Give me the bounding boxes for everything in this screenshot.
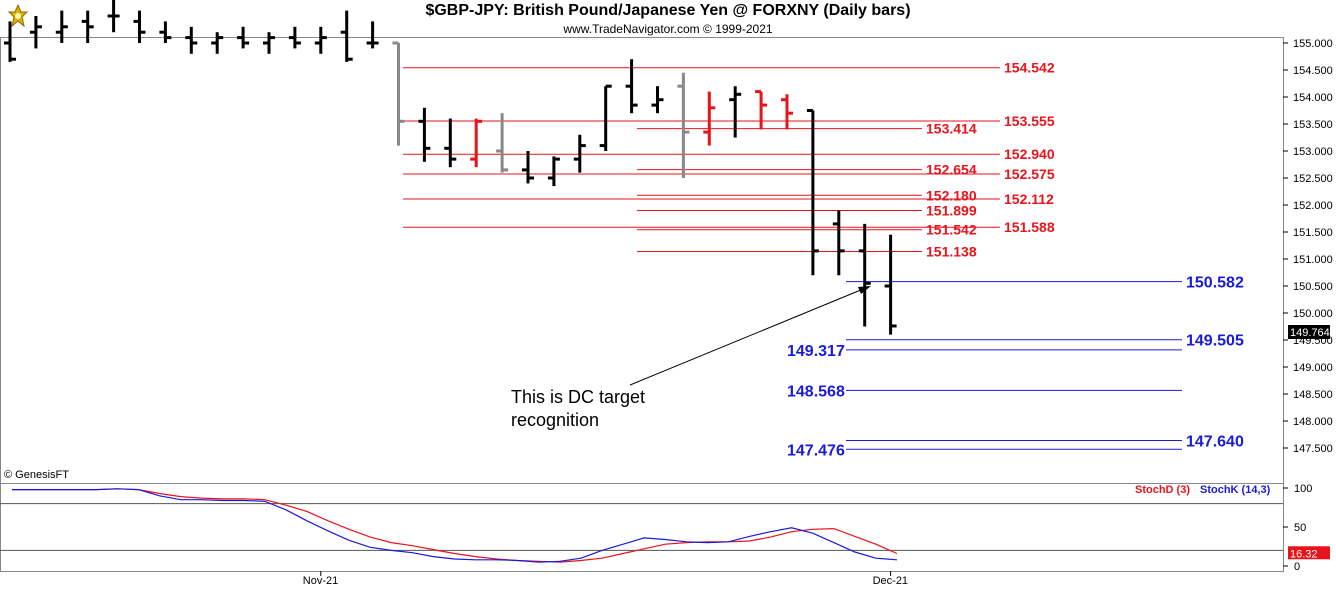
stochd-label: StochD (3) — [1135, 484, 1190, 496]
y-tick-label: 152.000 — [1293, 200, 1333, 212]
ohlc-bar — [858, 223, 871, 327]
ind-tick-label: 100 — [1294, 483, 1312, 495]
stochd-value-label: 16.32 — [1290, 548, 1318, 560]
ohlc-bar — [677, 72, 690, 178]
price-bars — [4, 0, 897, 335]
indicator-panel — [0, 483, 1284, 572]
blue-left-level-label: 147.476 — [787, 442, 845, 459]
y-tick-label: 147.500 — [1293, 443, 1333, 455]
stochk-line — [12, 488, 898, 563]
ohlc-bar — [340, 10, 353, 62]
blue-left-level-label: 149.317 — [787, 343, 845, 360]
ohlc-bar — [781, 94, 793, 130]
y-tick-label: 153.500 — [1293, 119, 1333, 131]
annotation-line2: recognition — [511, 410, 599, 430]
logo-icon — [7, 3, 29, 28]
annotation-arrowhead — [858, 286, 871, 294]
ohlc-bar — [263, 32, 275, 54]
red-mid-level-label: 151.899 — [926, 202, 977, 218]
red-mid-level-label: 152.180 — [926, 187, 977, 203]
stochk-label: StochK (14,3) — [1200, 484, 1271, 496]
ohlc-bar — [366, 21, 379, 49]
red-level-label: 154.542 — [1004, 60, 1055, 76]
ohlc-bar — [884, 234, 897, 335]
red-mid-level-label: 151.138 — [926, 244, 977, 260]
price-axis: 155.000 154.500 154.000 153.500 153.000 152.5… — [1283, 38, 1333, 455]
ohlc-bar — [496, 113, 509, 173]
ohlc-bar — [547, 156, 560, 187]
ohlc-bar — [159, 21, 172, 43]
ohlc-bar — [133, 10, 146, 43]
y-tick-label: 151.000 — [1293, 254, 1333, 266]
ohlc-bar — [288, 26, 301, 49]
x-tick-label: Nov-21 — [303, 575, 338, 587]
red-mid-level-label: 152.654 — [926, 162, 977, 178]
blue-level-label: 150.582 — [1186, 275, 1244, 292]
ohlc-bar — [55, 10, 68, 43]
y-tick-label: 149.000 — [1293, 362, 1333, 374]
y-tick-label: 150.500 — [1293, 281, 1333, 293]
price-panel — [0, 37, 1284, 484]
last-price-marker: 149.764 — [1288, 325, 1330, 339]
annotation: This is DC target recognition — [511, 286, 871, 430]
red-level-label: 152.940 — [1004, 146, 1055, 162]
last-price-box — [1288, 325, 1330, 339]
chart-title: $GBP-JPY: British Pound/Japanese Yen @ F… — [425, 2, 911, 19]
annotation-arrow — [629, 286, 869, 386]
red-mid-level-label: 153.414 — [926, 121, 977, 137]
red-level-label: 152.575 — [1004, 166, 1055, 182]
ohlc-bar — [418, 107, 431, 162]
blue-level-label: 147.640 — [1186, 433, 1244, 450]
y-tick-label: 153.000 — [1293, 146, 1333, 158]
ohlc-bar — [806, 109, 819, 276]
ohlc-bar — [392, 41, 405, 146]
ohlc-bar — [237, 26, 250, 49]
stochd-line — [12, 488, 898, 563]
ohlc-bar — [832, 210, 845, 276]
ind-tick-label: 0 — [1294, 561, 1300, 573]
ohlc-bar — [444, 118, 457, 168]
ohlc-bar — [573, 134, 586, 173]
ohlc-bar — [599, 84, 612, 151]
y-tick-label: 151.500 — [1293, 227, 1333, 239]
red-level-label: 153.555 — [1004, 113, 1055, 129]
red-mid-level-label: 151.542 — [926, 222, 977, 238]
y-tick-label: 150.000 — [1293, 308, 1333, 320]
y-tick-label: 154.000 — [1293, 92, 1333, 104]
y-tick-label: 155.000 — [1293, 38, 1333, 50]
ohlc-bar — [29, 16, 42, 49]
ohlc-bar — [211, 32, 224, 54]
ohlc-bar — [314, 26, 327, 54]
ohlc-bar — [4, 21, 16, 62]
red-level-label: 152.112 — [1004, 191, 1054, 207]
ohlc-bar — [107, 0, 120, 33]
ind-tick-label: 50 — [1294, 522, 1306, 534]
blue-level-label: 149.505 — [1186, 333, 1244, 350]
ohlc-bar — [703, 91, 716, 146]
blue-left-level-label: 148.568 — [787, 383, 845, 400]
stochastic-indicator: 100 50 016.32 — [0, 483, 1330, 573]
red-level-label: 151.588 — [1004, 219, 1055, 235]
x-tick-label: Dec-21 — [873, 575, 908, 587]
credit-label: © GenesisFT — [4, 469, 69, 481]
y-tick-label: 154.500 — [1293, 65, 1333, 77]
ohlc-bar — [470, 118, 483, 168]
chart-subtitle: www.TradeNavigator.com © 1999-2021 — [563, 22, 773, 36]
last-price-label: 149.764 — [1290, 327, 1330, 339]
y-tick-label: 152.500 — [1293, 173, 1333, 185]
time-axis: Nov-21 Dec-21 — [303, 571, 908, 587]
ohlc-bar — [81, 10, 94, 43]
y-tick-label: 148.000 — [1293, 416, 1333, 428]
annotation-line1: This is DC target — [511, 387, 645, 407]
dc-levels: 154.542 153.555 152.940 152.575 152.112 151.5… — [403, 60, 1244, 459]
ohlc-bar — [522, 151, 534, 184]
ohlc-bar — [729, 86, 742, 138]
y-tick-label: 148.500 — [1293, 389, 1333, 401]
ohlc-bar — [651, 86, 664, 114]
ohlc-bar — [185, 26, 198, 54]
stochd-value-box — [1288, 546, 1330, 560]
ohlc-bar — [625, 59, 638, 114]
ohlc-bar — [755, 90, 768, 130]
